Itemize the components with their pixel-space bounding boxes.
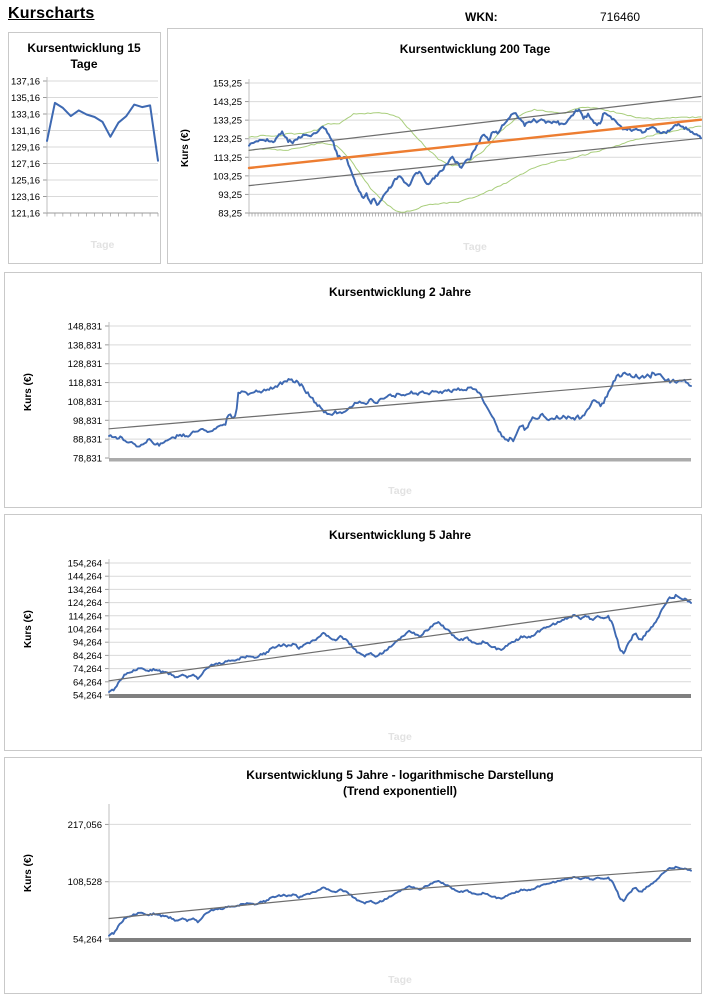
y-tick-label: 135,16 <box>11 93 40 104</box>
y-tick-label: 104,264 <box>68 625 102 636</box>
y-tick-label: 121,16 <box>11 209 40 220</box>
y-tick-label: 108,528 <box>68 877 102 888</box>
series-line-trend <box>247 118 702 170</box>
panel-kursentwicklung-5-jahre-log: Kursentwicklung 5 Jahre - logarithmische… <box>4 757 702 994</box>
series-line-kanal-unten <box>248 137 702 187</box>
y-tick-label: 133,16 <box>11 110 40 121</box>
y-tick-label: 103,25 <box>213 171 242 182</box>
x-axis-label-tage: Tage <box>388 485 412 497</box>
series-line-trend <box>108 378 692 430</box>
y-tick-label: 74,264 <box>73 664 102 675</box>
x-axis-baseline <box>109 938 691 942</box>
chart-title-5-jahre: Kursentwicklung 5 Jahre <box>328 528 472 542</box>
chart-plot-2-jahre: 148,831 138,831 128,831 118,831 108,831 98,83… <box>68 322 692 465</box>
x-axis-label-tage: Tage <box>90 239 115 251</box>
y-tick-label: 114,264 <box>68 611 102 622</box>
y-tick-label: 54,264 <box>73 691 102 702</box>
series-line-kanal-oben <box>248 95 702 151</box>
chart-title-15-tage: Kursentwicklung 15 Tage <box>27 41 141 71</box>
y-tick-label: 78,831 <box>73 454 102 465</box>
y-tick-label: 84,264 <box>73 651 102 662</box>
chart-title-200-tage: Kursentwicklung 200 Tage <box>399 42 551 56</box>
panel-kursentwicklung-5-jahre: Kursentwicklung 5 Jahre Kurs (€) Tage 15… <box>4 514 702 751</box>
y-tick-label: 83,25 <box>218 209 242 220</box>
panel-kursentwicklung-15-tage: Kursentwicklung 15 Tage Tage 137,16 135,1… <box>8 32 161 264</box>
y-tick-label: 54,264 <box>73 935 102 946</box>
wkn-value: 716460 <box>600 10 641 24</box>
series-line-trend <box>108 868 692 920</box>
chart-plot-15-tage: 137,16 135,16 133,16 131,16 129,16 127,16 125,… <box>11 77 159 220</box>
y-tick-label: 131,16 <box>11 126 40 137</box>
y-tick-label: 217,056 <box>68 820 102 831</box>
y-tick-label: 144,264 <box>68 572 102 583</box>
y-tick-label: 138,831 <box>68 340 102 351</box>
y-tick-label: 98,831 <box>73 416 102 427</box>
chart-subtitle-trend-exponentiell: (Trend exponentiell) <box>342 784 457 798</box>
page-title: Kurscharts <box>8 5 95 22</box>
chart-plot-200-tage: 153,25 143,25 133,25 123,25 113,25 103,25 93,2… <box>213 79 702 220</box>
chart-plot-5-jahre: 154,264 144,264 134,264 124,264 114,264 104,2… <box>68 559 692 702</box>
y-tick-label: 134,264 <box>68 585 102 596</box>
y-tick-label: 133,25 <box>213 116 242 127</box>
y-tick-label: 64,264 <box>73 677 102 688</box>
series-line-band-oben <box>248 106 702 167</box>
series-line-kurs <box>108 371 692 448</box>
chart-title-5-jahre-log: Kursentwicklung 5 Jahre - logarithmische… <box>246 768 554 782</box>
y-tick-label: 148,831 <box>68 322 102 333</box>
y-tick-label: 94,264 <box>73 638 102 649</box>
x-axis-label-tage: Tage <box>388 974 412 986</box>
series-line-kurs <box>108 593 692 693</box>
x-axis-baseline <box>109 694 691 698</box>
series-line-kurs <box>108 865 692 937</box>
y-tick-label: 125,16 <box>11 176 40 187</box>
series-line-trend <box>108 598 692 682</box>
series-line-kurs <box>46 101 159 162</box>
chart-plot-5-jahre-log: 217,056 108,528 54,264 <box>68 804 692 946</box>
panel-kursentwicklung-2-jahre: Kursentwicklung 2 Jahre Kurs (€) Tage 14… <box>4 272 702 508</box>
y-tick-label: 154,264 <box>68 559 102 570</box>
y-tick-label: 143,25 <box>213 97 242 108</box>
y-tick-label: 137,16 <box>11 77 40 88</box>
y-tick-label: 127,16 <box>11 159 40 170</box>
y-tick-label: 113,25 <box>214 153 242 164</box>
x-axis-label-tage: Tage <box>388 731 412 743</box>
x-axis-baseline <box>109 458 691 462</box>
y-tick-label: 108,831 <box>68 397 102 408</box>
series-line-band-unten <box>248 125 702 213</box>
y-tick-label: 153,25 <box>213 79 242 90</box>
x-axis-label-tage: Tage <box>463 241 487 253</box>
series-line-kurs <box>248 108 702 206</box>
y-tick-label: 123,25 <box>213 134 242 145</box>
panel-kursentwicklung-200-tage: Kursentwicklung 200 Tage Kurs (€) Tage 1… <box>167 28 703 264</box>
y-tick-label: 128,831 <box>68 359 102 370</box>
y-tick-label: 93,25 <box>218 190 242 201</box>
y-tick-label: 129,16 <box>11 143 40 154</box>
y-tick-label: 118,831 <box>68 378 102 389</box>
y-tick-label: 123,16 <box>11 192 40 203</box>
chart-title-2-jahre: Kursentwicklung 2 Jahre <box>328 285 472 299</box>
y-tick-label: 88,831 <box>73 435 102 446</box>
y-tick-label: 124,264 <box>68 598 102 609</box>
wkn-label: WKN: <box>465 10 498 24</box>
